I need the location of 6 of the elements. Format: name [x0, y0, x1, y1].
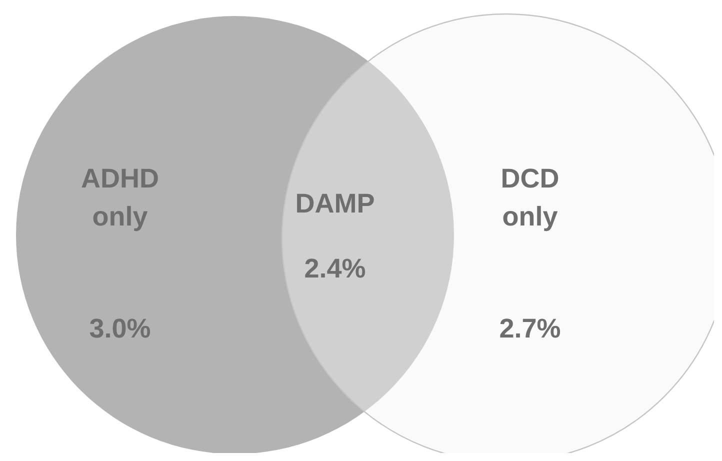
data-label: 2.7%	[499, 313, 561, 344]
category-label: ADHD only	[81, 163, 159, 232]
category-label: DAMP	[295, 188, 375, 218]
category-label: DCD only	[500, 163, 560, 232]
data-label: 3.0%	[89, 313, 151, 344]
data-label: 2.4%	[304, 253, 366, 284]
